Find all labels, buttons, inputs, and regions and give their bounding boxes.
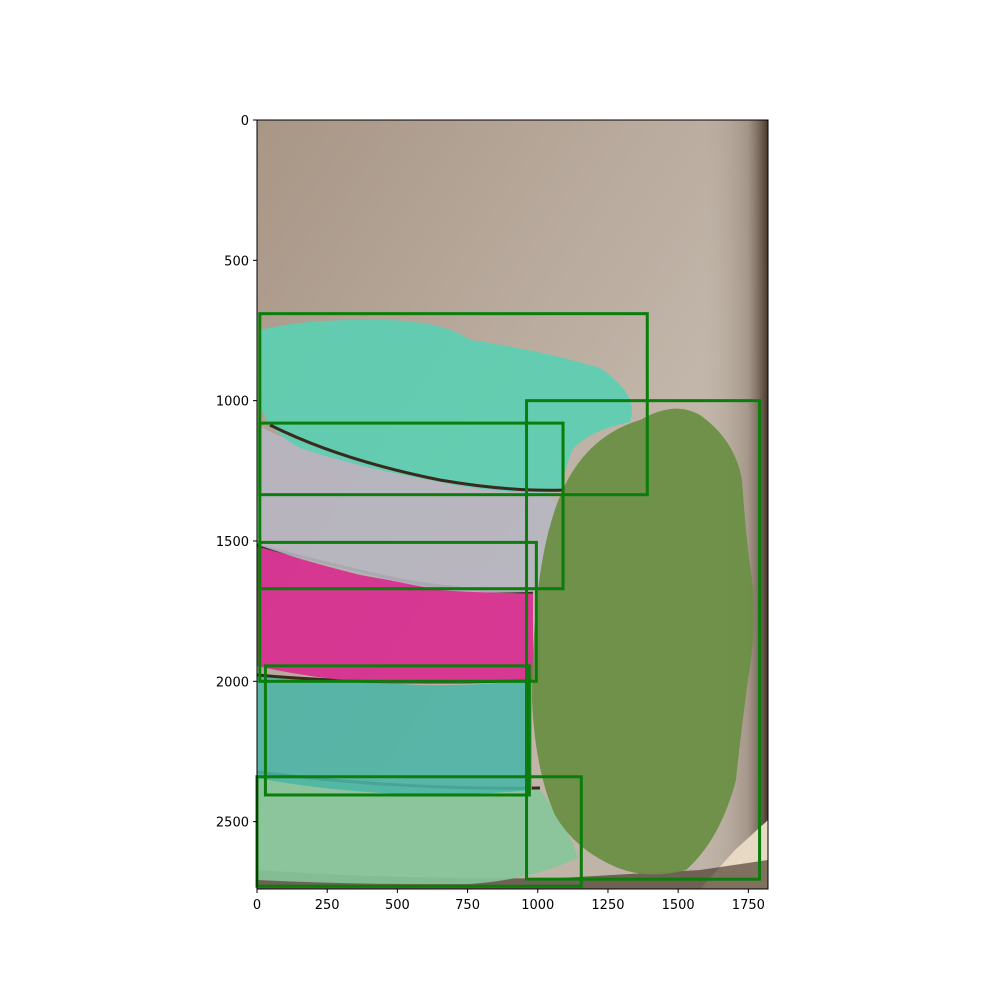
top-teal-cookie-mask bbox=[260, 319, 632, 493]
x-tick-label: 1250 bbox=[591, 898, 624, 913]
x-tick-label: 1750 bbox=[732, 898, 765, 913]
magenta-cookie-mask bbox=[257, 545, 533, 684]
x-tick-label: 750 bbox=[455, 898, 480, 913]
gray-cookie-mask bbox=[258, 425, 560, 593]
box-gray bbox=[258, 421, 565, 591]
box-lower-teal bbox=[263, 664, 531, 797]
y-tick-label: 1500 bbox=[216, 535, 249, 550]
box-top-teal bbox=[258, 312, 649, 497]
x-tick-label: 1000 bbox=[521, 898, 554, 913]
y-tick-label: 2000 bbox=[216, 675, 249, 690]
x-tick-label: 250 bbox=[315, 898, 340, 913]
x-tick-label: 0 bbox=[253, 898, 261, 913]
x-tick-label: 1500 bbox=[662, 898, 695, 913]
x-axis: 0 250 500 750 1000 1250 1500 1750 bbox=[253, 889, 765, 913]
photo-of-stacked-cookies bbox=[257, 120, 768, 889]
y-tick-label: 500 bbox=[224, 254, 249, 269]
y-tick-label: 2500 bbox=[216, 816, 249, 831]
bottom-cookie-mask bbox=[257, 775, 578, 885]
bounding-boxes bbox=[255, 312, 762, 888]
plot-frame bbox=[256, 119, 769, 890]
lower-teal-cookie-mask bbox=[257, 675, 532, 795]
green-standing-cookie-mask bbox=[532, 408, 755, 875]
box-magenta bbox=[258, 540, 538, 683]
y-tick-label: 0 bbox=[241, 114, 249, 129]
x-tick-label: 500 bbox=[385, 898, 410, 913]
y-axis: 0 500 1000 1500 2000 2500 bbox=[216, 114, 257, 831]
y-tick-label: 1000 bbox=[216, 395, 249, 410]
box-green bbox=[525, 399, 762, 881]
